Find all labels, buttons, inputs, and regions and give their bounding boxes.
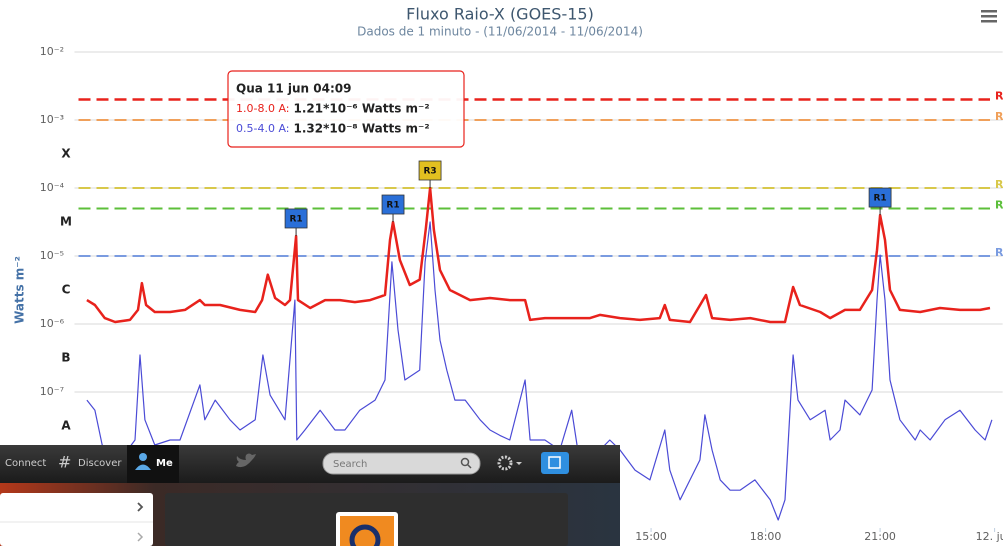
avatar-logo (349, 524, 381, 546)
flag-label: R1 (386, 201, 399, 211)
chevron[interactable] (137, 532, 144, 542)
flag-label: R1 (289, 214, 302, 224)
flag-label: R3 (423, 167, 436, 177)
nav-me[interactable]: Me (156, 458, 173, 469)
threshold-label: R4 (995, 110, 1003, 123)
me-icon-body (135, 464, 151, 470)
threshold-label: R2 (995, 198, 1003, 211)
hash-icon: # (58, 453, 71, 472)
tooltip-value: 1.21*10⁻⁶ Watts m⁻² (294, 102, 430, 116)
flag (868, 187, 892, 208)
x-tick-label: 18:00 (750, 530, 782, 543)
class-label: C (62, 283, 71, 297)
y-axis-title: Watts m⁻² (13, 256, 27, 324)
y-tick-label: 10⁻³ (40, 113, 64, 126)
search-placeholder: Search (333, 459, 367, 470)
compose-button[interactable] (541, 452, 569, 474)
series-line (86, 186, 991, 324)
me-icon (139, 453, 147, 461)
y-tick-label: 10⁻⁶ (40, 317, 65, 330)
search-icon (460, 457, 470, 467)
chart-title: Fluxo Raio-X (GOES-15) (406, 5, 594, 24)
bird-icon (236, 453, 256, 468)
class-label: B (61, 351, 70, 365)
me-tab (127, 445, 179, 483)
settings-icon[interactable] (497, 455, 513, 471)
class-label: X (61, 147, 71, 161)
nav-discover[interactable]: Discover (78, 458, 122, 469)
settings-caret (516, 462, 522, 465)
x-tick-label: 15:00 (635, 530, 667, 543)
tooltip-title: Qua 11 jun 04:09 (236, 82, 351, 96)
compose-icon (548, 456, 561, 469)
chart-subtitle: Dados de 1 minuto - (11/06/2014 - 11/06/… (357, 25, 643, 39)
search-box[interactable] (322, 452, 481, 475)
class-label: M (60, 215, 72, 229)
tooltip: Qua 11 jun 04:09 1.0-8.0 A: 1.21*10⁻⁶ Wat… (227, 70, 465, 148)
flag (381, 194, 405, 215)
x-tick-label: 21:00 (864, 530, 896, 543)
threshold-label: R5 (995, 90, 1003, 103)
twitter-overlay: Connect # Discover Me Search (0, 445, 620, 546)
chevron[interactable] (137, 502, 144, 512)
nav-connect[interactable]: Connect (5, 458, 46, 469)
class-label: A (61, 419, 71, 433)
flag (284, 208, 308, 229)
threshold-label: R3 (995, 178, 1003, 191)
y-tick-label: 10⁻² (40, 45, 64, 58)
avatar (340, 516, 394, 546)
flag-label: R1 (873, 194, 886, 204)
flag (418, 160, 442, 181)
tooltip-value: 1.32*10⁻⁸ Watts m⁻² (294, 122, 430, 136)
nav-bar (0, 445, 620, 483)
y-tick-label: 10⁻⁴ (40, 181, 65, 194)
side-panel (0, 493, 153, 546)
x-tick-label: 12. jun (976, 530, 1003, 543)
tooltip-label: 0.5-4.0 A: (236, 122, 290, 135)
chart: 10⁻⁷ 10⁻⁶ 10⁻⁵ 10⁻⁴ 10⁻³ 10⁻² A B C M X 15:00 18:00 2… (40, 45, 1003, 543)
y-tick-label: 10⁻⁵ (40, 249, 64, 262)
threshold-label: R1 (995, 246, 1003, 259)
tooltip-label: 1.0-8.0 A: (236, 102, 290, 115)
series-line (86, 221, 993, 521)
search-icon-handle (466, 463, 472, 469)
menu-icon[interactable] (981, 10, 997, 23)
y-tick-label: 10⁻⁷ (40, 385, 64, 398)
